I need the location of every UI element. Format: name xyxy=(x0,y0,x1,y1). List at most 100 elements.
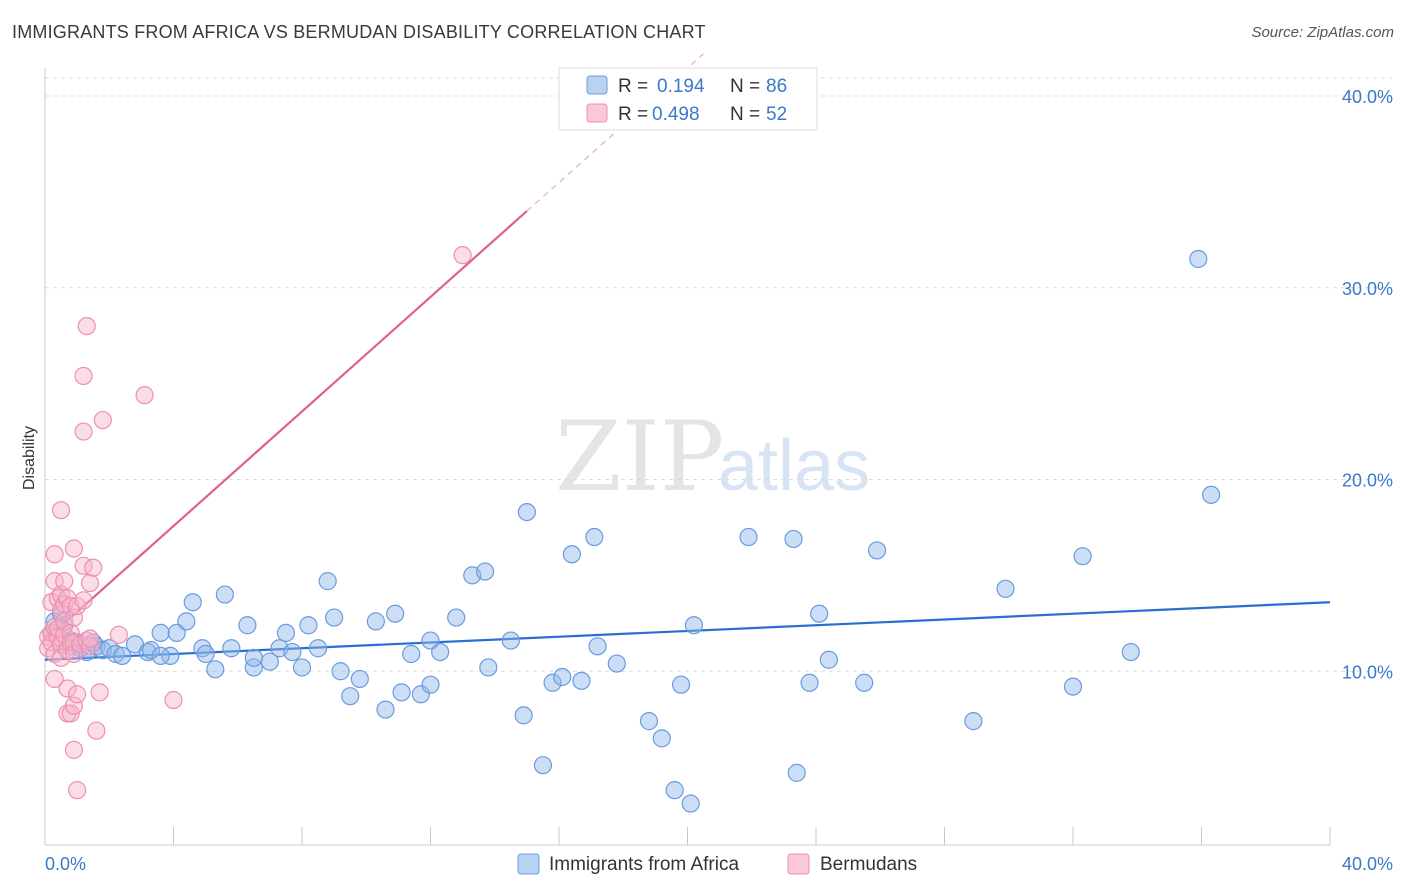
point-africa-80 xyxy=(855,673,874,692)
correlation-legend: R = 0.194 N = 86 R = 0.498 N = 52 xyxy=(558,67,818,131)
point-africa-60 xyxy=(533,756,553,775)
point-africa-76 xyxy=(787,763,806,782)
point-bermudans-16 xyxy=(51,501,71,520)
point-africa-73 xyxy=(681,794,700,813)
point-africa-75 xyxy=(784,529,803,549)
point-bermudans-38 xyxy=(68,781,87,800)
watermark-atlas: atlas xyxy=(718,426,870,506)
watermark-zip: ZIP xyxy=(555,401,724,513)
y-axis-label: Disability xyxy=(21,426,38,490)
point-africa-14 xyxy=(112,646,132,666)
point-africa-83 xyxy=(996,579,1015,598)
point-bermudans-53 xyxy=(109,625,128,644)
point-africa-38 xyxy=(308,639,328,658)
point-bermudans-48 xyxy=(80,629,100,648)
point-africa-55 xyxy=(476,562,495,581)
point-bermudans-45 xyxy=(77,631,96,650)
point-africa-81 xyxy=(867,541,887,560)
point-africa-67 xyxy=(607,654,626,673)
point-bermudans-9 xyxy=(45,669,64,689)
chart-title: IMMIGRANTS FROM AFRICA VS BERMUDAN DISAB… xyxy=(12,22,706,42)
point-africa-39 xyxy=(318,572,337,591)
point-bermudans-42 xyxy=(74,366,93,386)
y-tick-label-3: 40.0% xyxy=(1342,87,1393,107)
point-bermudans-30 xyxy=(64,696,84,715)
point-africa-47 xyxy=(392,683,411,702)
point-africa-68 xyxy=(639,712,659,731)
point-africa-71 xyxy=(671,675,691,694)
point-africa-50 xyxy=(421,675,440,694)
point-africa-72 xyxy=(684,616,704,635)
bottom-legend-label-bermudans: Bermudans xyxy=(820,854,917,875)
point-africa-53 xyxy=(447,608,466,627)
point-africa-44 xyxy=(366,612,385,631)
point-africa-41 xyxy=(331,662,350,681)
point-africa-77 xyxy=(800,673,819,692)
legend-n-value-2: 52 xyxy=(766,104,787,125)
legend-r-label-2: R = xyxy=(618,104,648,125)
point-bermudans-49 xyxy=(84,558,103,577)
point-africa-35 xyxy=(283,642,302,662)
axes xyxy=(44,68,1331,846)
data-points xyxy=(39,246,1221,813)
point-bermudans-32 xyxy=(64,539,84,558)
point-africa-58 xyxy=(514,706,533,725)
point-bermudans-47 xyxy=(80,637,100,656)
point-africa-32 xyxy=(260,652,279,671)
legend-n-label-1: N = xyxy=(730,76,760,97)
point-africa-30 xyxy=(244,658,263,677)
point-bermudans-44 xyxy=(77,317,96,336)
point-africa-18 xyxy=(151,623,170,643)
point-africa-24 xyxy=(183,593,202,612)
point-africa-36 xyxy=(292,658,312,677)
point-bermudans-46 xyxy=(80,573,100,593)
point-bermudans-51 xyxy=(90,683,109,702)
trend-lines xyxy=(44,53,1331,661)
point-africa-48 xyxy=(402,644,421,664)
y-tick-labels: 10.0% 20.0% 30.0% 40.0% xyxy=(1342,87,1393,682)
point-bermudans-52 xyxy=(93,410,112,430)
point-africa-88 xyxy=(1202,485,1221,504)
point-bermudans-33 xyxy=(64,740,84,759)
legend-n-value-1: 86 xyxy=(766,76,787,97)
source-credit: Source: ZipAtlas.com xyxy=(1251,24,1394,41)
point-africa-22 xyxy=(177,612,196,631)
gridlines xyxy=(45,77,1392,672)
point-africa-64 xyxy=(572,671,591,690)
point-africa-26 xyxy=(206,660,225,679)
point-africa-63 xyxy=(562,545,581,564)
point-africa-62 xyxy=(553,667,572,687)
point-africa-85 xyxy=(1073,547,1092,566)
point-africa-65 xyxy=(588,637,607,656)
legend-swatch-africa xyxy=(586,75,608,95)
y-tick-label-2: 30.0% xyxy=(1342,279,1393,299)
point-africa-29 xyxy=(238,616,257,635)
point-africa-42 xyxy=(341,687,360,706)
point-africa-25 xyxy=(196,644,215,664)
y-tick-label-0: 10.0% xyxy=(1342,662,1393,682)
point-bermudans-24 xyxy=(58,679,77,698)
point-africa-37 xyxy=(299,616,318,635)
point-africa-13 xyxy=(106,644,125,664)
legend-r-label-1: R = xyxy=(618,76,648,97)
point-africa-20 xyxy=(151,646,170,666)
point-africa-31 xyxy=(244,648,263,667)
y-tick-label-1: 20.0% xyxy=(1342,471,1393,491)
point-africa-61 xyxy=(543,673,562,692)
bottom-legend-swatch-bermudans xyxy=(787,853,810,875)
legend-r-value-1: 0.194 xyxy=(657,76,705,97)
point-bermudans-21 xyxy=(55,572,74,591)
point-africa-69 xyxy=(652,729,671,748)
point-bermudans-41 xyxy=(74,591,93,610)
point-bermudans-37 xyxy=(68,685,87,704)
point-africa-49 xyxy=(411,685,430,704)
bottom-legend-swatch-africa xyxy=(517,853,540,875)
point-bermudans-50 xyxy=(87,721,106,740)
point-bermudans-54 xyxy=(135,386,154,405)
point-bermudans-35 xyxy=(64,644,84,664)
x-tick-label-1: 40.0% xyxy=(1342,854,1393,874)
legend-n-label-2: N = xyxy=(730,104,760,125)
point-africa-46 xyxy=(386,604,405,623)
point-africa-27 xyxy=(222,639,241,658)
